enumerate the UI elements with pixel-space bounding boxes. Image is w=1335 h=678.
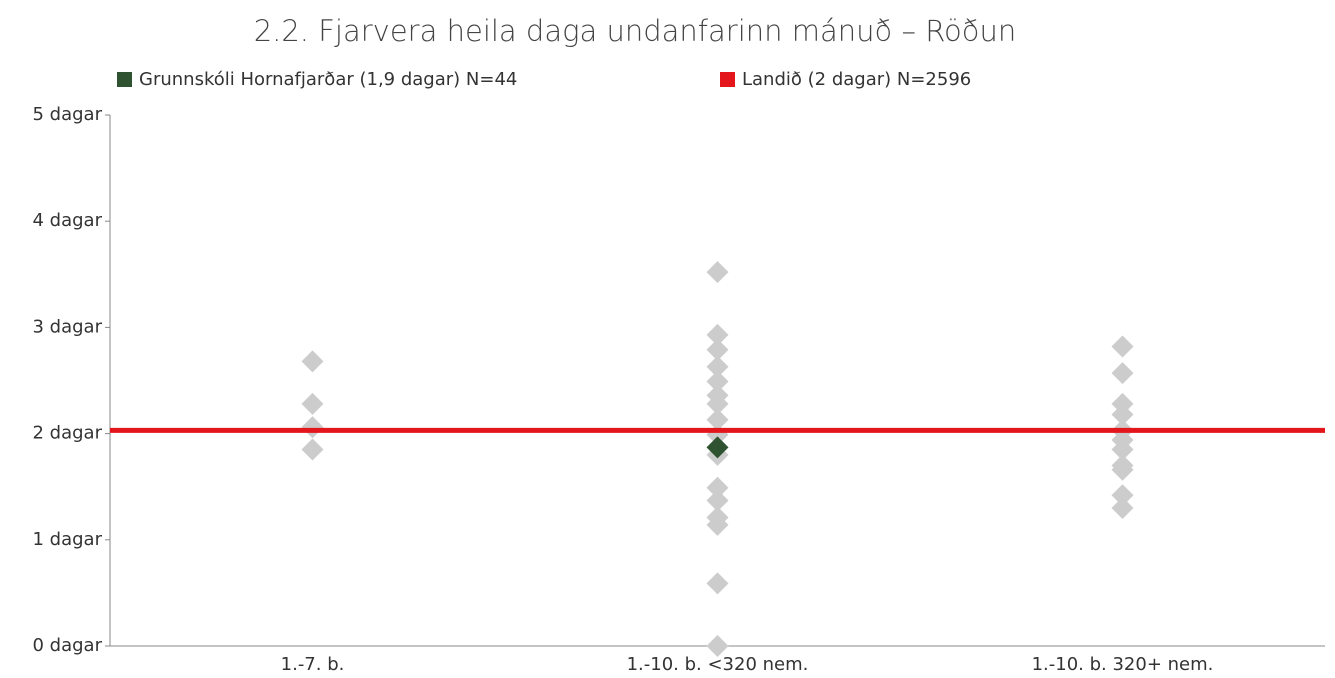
school-point [706,323,729,346]
y-tick-label: 1 dagar [33,529,103,550]
y-tick-label: 0 dagar [33,635,103,656]
school-point [1111,484,1134,507]
school-point [706,392,729,415]
school-point [1111,458,1134,481]
x-tick-label: 1.-10. b. <320 nem. [627,654,809,675]
school-point [706,572,729,595]
legend-label: Landið (2 dagar) N=2596 [742,69,971,90]
school-point [706,370,729,393]
school-point [706,513,729,536]
school-point [1111,403,1134,426]
school-point [706,338,729,361]
school-point [301,438,324,461]
x-tick-label: 1.-10. b. 320+ nem. [1032,654,1214,675]
school-point [706,476,729,499]
school-point [706,408,729,431]
school-point [706,635,729,657]
legend-swatch [117,72,132,87]
school-point [1111,362,1134,385]
school-point [1111,335,1134,358]
school-point [301,350,324,373]
legend-swatch [720,72,735,87]
legend-label: Grunnskóli Hornafjarðar (1,9 dagar) N=44 [139,69,517,90]
y-tick-label: 3 dagar [33,316,103,337]
school-point [706,355,729,378]
school-point [706,489,729,512]
school-point [1111,438,1134,461]
highlight-point [706,436,729,459]
chart-title: 2.2. Fjarvera heila daga undanfarinn mán… [254,14,1017,48]
school-point [301,416,324,439]
y-tick-label: 4 dagar [33,210,103,231]
y-tick-label: 5 dagar [33,104,103,125]
school-point [706,261,729,284]
y-tick-label: 2 dagar [33,423,103,444]
x-tick-label: 1.-7. b. [281,654,345,675]
school-point [1111,496,1134,519]
school-point [301,392,324,415]
